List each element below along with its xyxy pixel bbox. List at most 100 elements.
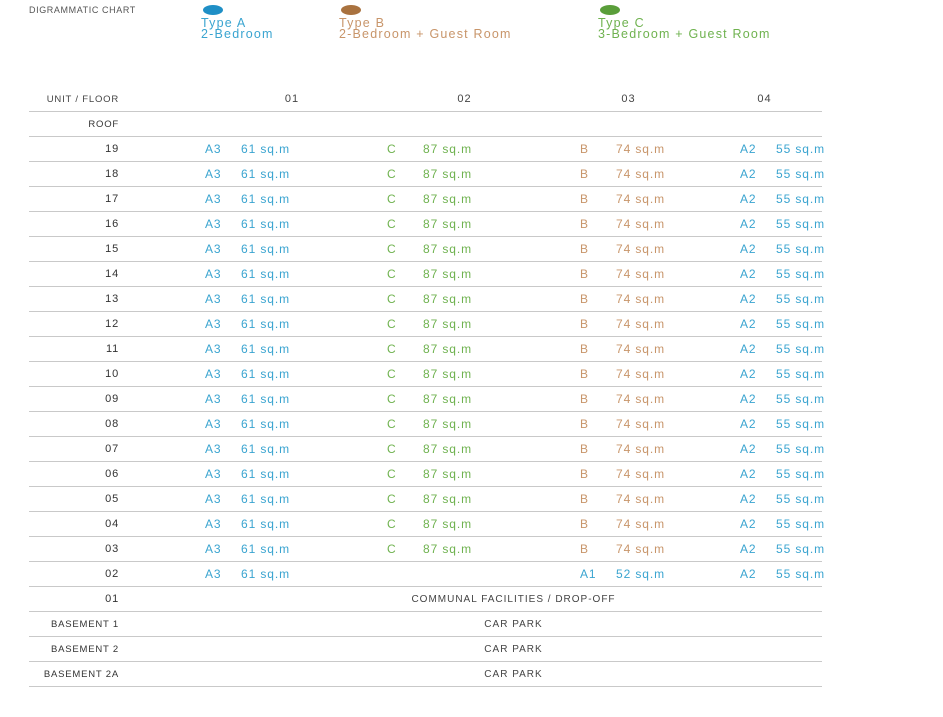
floor-label: BASEMENT 2 bbox=[29, 636, 205, 662]
unit-cell: A2 55 sq.m bbox=[707, 236, 824, 262]
unit-code: B bbox=[580, 317, 589, 331]
unit-area: 74 sq.m bbox=[616, 492, 665, 506]
unit-cell: A3 61 sq.m bbox=[205, 336, 379, 362]
unit-code: B bbox=[580, 217, 589, 231]
unit-cell: C 87 sq.m bbox=[379, 511, 550, 537]
floor-label: 06 bbox=[29, 461, 205, 487]
unit-code: C bbox=[387, 142, 397, 156]
unit-area: 74 sq.m bbox=[616, 342, 665, 356]
floor-label: 12 bbox=[29, 311, 205, 337]
unit-cell: C 87 sq.m bbox=[379, 361, 550, 387]
unit-floor-header: UNIT / FLOOR bbox=[29, 87, 205, 112]
unit-code: A2 bbox=[740, 392, 757, 406]
unit-area: 55 sq.m bbox=[776, 142, 825, 156]
unit-area: 61 sq.m bbox=[241, 217, 290, 231]
unit-cell: A2 55 sq.m bbox=[707, 211, 824, 237]
unit-area: 87 sq.m bbox=[423, 167, 472, 181]
unit-cell: A2 55 sq.m bbox=[707, 136, 825, 162]
unit-area: 87 sq.m bbox=[423, 492, 472, 506]
legend-type-a: Type A 2-Bedroom bbox=[201, 5, 274, 40]
unit-cell: A3 61 sq.m bbox=[205, 211, 379, 237]
unit-code: A2 bbox=[740, 192, 757, 206]
unit-code: B bbox=[580, 492, 589, 506]
floor-label: 19 bbox=[29, 136, 205, 162]
spanning-cell: CAR PARK bbox=[205, 661, 822, 687]
unit-cell: B 74 sq.m bbox=[550, 161, 707, 187]
unit-code: C bbox=[387, 392, 397, 406]
table-row: 02 A3 61 sq.m A1 52 sq.m A2 55 sq.m bbox=[29, 561, 824, 587]
unit-area: 61 sq.m bbox=[241, 242, 290, 256]
unit-area: 87 sq.m bbox=[423, 367, 472, 381]
unit-cell: A1 52 sq.m bbox=[550, 561, 707, 587]
unit-cell: C 87 sq.m bbox=[379, 236, 550, 262]
unit-code: A3 bbox=[205, 192, 222, 206]
unit-area: 74 sq.m bbox=[616, 292, 665, 306]
unit-code: C bbox=[387, 342, 397, 356]
unit-code: A3 bbox=[205, 217, 222, 231]
unit-cell: B 74 sq.m bbox=[550, 436, 707, 462]
unit-area: 87 sq.m bbox=[423, 517, 472, 531]
unit-cell: A3 61 sq.m bbox=[205, 536, 379, 562]
unit-code: A3 bbox=[205, 517, 222, 531]
unit-area: 74 sq.m bbox=[616, 167, 665, 181]
unit-cell: C 87 sq.m bbox=[379, 286, 550, 312]
unit-code: C bbox=[387, 217, 397, 231]
floor-label: 07 bbox=[29, 436, 205, 462]
unit-area: 74 sq.m bbox=[616, 367, 665, 381]
floor-label: 04 bbox=[29, 511, 205, 537]
legend-type-label: Type A bbox=[201, 16, 247, 30]
unit-area: 61 sq.m bbox=[241, 492, 290, 506]
unit-cell: A3 61 sq.m bbox=[205, 486, 379, 512]
unit-area: 52 sq.m bbox=[616, 567, 665, 581]
floor-label: 05 bbox=[29, 486, 205, 512]
unit-area: 55 sq.m bbox=[776, 542, 825, 556]
unit-cell: A3 61 sq.m bbox=[205, 236, 379, 262]
table-row: 19 A3 61 sq.m C 87 sq.m B 74 sq.m A2 55 sq.m bbox=[29, 136, 825, 162]
unit-code: A3 bbox=[205, 567, 222, 581]
unit-cell: B 74 sq.m bbox=[550, 536, 707, 562]
unit-area: 87 sq.m bbox=[423, 292, 472, 306]
table-row: 15 A3 61 sq.m C 87 sq.m B 74 sq.m A2 55 sq.m bbox=[29, 236, 824, 262]
legend-dot-icon bbox=[203, 5, 223, 15]
unit-code: A3 bbox=[205, 492, 222, 506]
unit-area: 61 sq.m bbox=[241, 467, 290, 481]
spanning-cell: CAR PARK bbox=[205, 636, 822, 662]
table-row: 16 A3 61 sq.m C 87 sq.m B 74 sq.m A2 55 sq.m bbox=[29, 211, 824, 237]
unit-area: 61 sq.m bbox=[241, 392, 290, 406]
unit-code: A2 bbox=[740, 567, 757, 581]
unit-cell: C 87 sq.m bbox=[379, 211, 550, 237]
unit-code: A3 bbox=[205, 142, 222, 156]
unit-code: B bbox=[580, 192, 589, 206]
unit-code: A2 bbox=[740, 317, 757, 331]
unit-code: C bbox=[387, 492, 397, 506]
unit-cell: C 87 sq.m bbox=[379, 411, 550, 437]
unit-cell: B 74 sq.m bbox=[550, 486, 707, 512]
unit-cell: A2 55 sq.m bbox=[707, 561, 824, 587]
floor-label: 11 bbox=[29, 336, 205, 362]
chart-title: DIGRAMMATIC CHART bbox=[29, 5, 136, 15]
unit-cell: A2 55 sq.m bbox=[707, 336, 825, 362]
table-row: 18 A3 61 sq.m C 87 sq.m B 74 sq.m A2 55 sq.m bbox=[29, 161, 824, 187]
floor-label: ROOF bbox=[29, 111, 205, 137]
unit-area: 55 sq.m bbox=[776, 342, 825, 356]
unit-code: C bbox=[387, 192, 397, 206]
unit-cell: A2 55 sq.m bbox=[707, 511, 824, 537]
unit-area: 74 sq.m bbox=[616, 542, 665, 556]
column-header-03: 03 bbox=[550, 87, 707, 112]
unit-code: C bbox=[387, 167, 397, 181]
unit-cell: A3 61 sq.m bbox=[205, 261, 379, 287]
unit-code: A2 bbox=[740, 467, 757, 481]
unit-code: B bbox=[580, 142, 589, 156]
unit-cell: A2 55 sq.m bbox=[707, 161, 824, 187]
unit-area: 87 sq.m bbox=[423, 192, 472, 206]
unit-area: 74 sq.m bbox=[616, 267, 665, 281]
unit-cell: A2 55 sq.m bbox=[707, 536, 825, 562]
unit-area: 61 sq.m bbox=[241, 367, 290, 381]
spanning-cell: CAR PARK bbox=[205, 611, 822, 637]
unit-code: A2 bbox=[740, 267, 757, 281]
unit-cell: B 74 sq.m bbox=[550, 186, 707, 212]
unit-code: A3 bbox=[205, 242, 222, 256]
floor-label: 02 bbox=[29, 561, 205, 587]
unit-code: B bbox=[580, 167, 589, 181]
unit-code: C bbox=[387, 292, 397, 306]
